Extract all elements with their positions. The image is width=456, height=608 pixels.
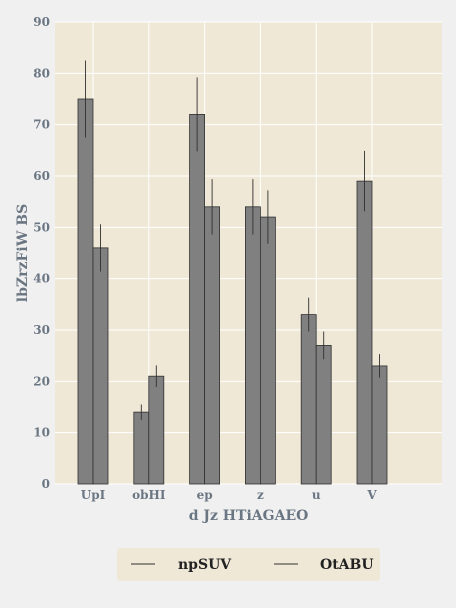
legend-box	[117, 548, 380, 581]
x-axis-ticks: UpI obHI ep z u V	[81, 488, 378, 502]
x-tick-label: u	[312, 488, 321, 502]
y-tick-label: 10	[33, 426, 50, 440]
y-tick-label: 0	[42, 477, 50, 491]
y-tick-label: 30	[33, 323, 50, 337]
x-tick-label: V	[366, 488, 377, 502]
bar-0-0	[77, 98, 94, 485]
bar-1-4	[315, 344, 332, 485]
x-tick-label: obHI	[132, 488, 166, 502]
bar-0-2	[189, 114, 206, 485]
bar-1-0	[92, 247, 109, 485]
bar-1-2	[204, 206, 221, 485]
y-tick-label: 60	[33, 169, 50, 183]
bar-0-5	[356, 180, 373, 485]
y-tick-label: 20	[33, 374, 50, 388]
legend-label-0: npSUV	[178, 557, 232, 573]
y-tick-label: 50	[33, 220, 50, 234]
x-tick-label: ep	[197, 488, 213, 502]
bar-1-5	[371, 365, 388, 485]
bar-0-3	[244, 206, 261, 485]
x-tick-label: UpI	[81, 488, 106, 502]
y-axis-ticks: 0 10 20 30 40 50 60 70 80 90	[33, 15, 50, 491]
y-tick-label: 40	[33, 272, 50, 286]
y-tick-label: 70	[33, 118, 50, 132]
bar-1-1	[148, 375, 165, 485]
legend: npSUV OtABU	[117, 548, 380, 581]
y-axis-label: lbZrzFiW BS	[15, 204, 31, 302]
x-tick-label: z	[257, 488, 264, 502]
y-tick-label: 90	[33, 15, 50, 29]
bar-1-3	[259, 216, 276, 485]
bar-0-4	[300, 314, 317, 485]
y-tick-label: 80	[33, 66, 50, 80]
bars	[77, 60, 388, 485]
x-axis-label: d Jz HTiAGAEO	[189, 508, 309, 524]
bar-0-1	[133, 411, 150, 485]
legend-label-1: OtABU	[320, 557, 374, 573]
